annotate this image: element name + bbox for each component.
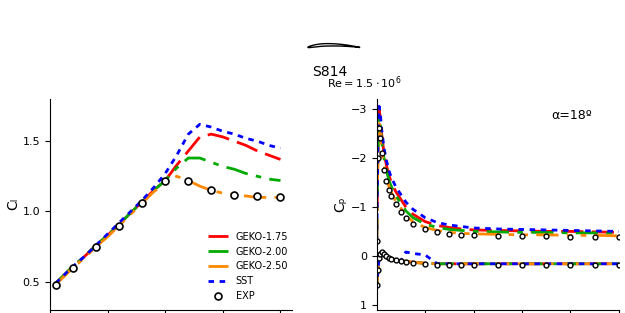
Text: Re$=1.5\cdot10^6$: Re$=1.5\cdot10^6$: [327, 74, 401, 90]
Text: α=18º: α=18º: [551, 109, 592, 122]
Text: S814: S814: [312, 65, 348, 80]
Legend: GEKO-1.75, GEKO-2.00, GEKO-2.50, SST, EXP: GEKO-1.75, GEKO-2.00, GEKO-2.50, SST, EX…: [204, 228, 292, 305]
Y-axis label: Cₗ: Cₗ: [6, 198, 20, 210]
Y-axis label: Cₚ: Cₚ: [334, 197, 348, 212]
